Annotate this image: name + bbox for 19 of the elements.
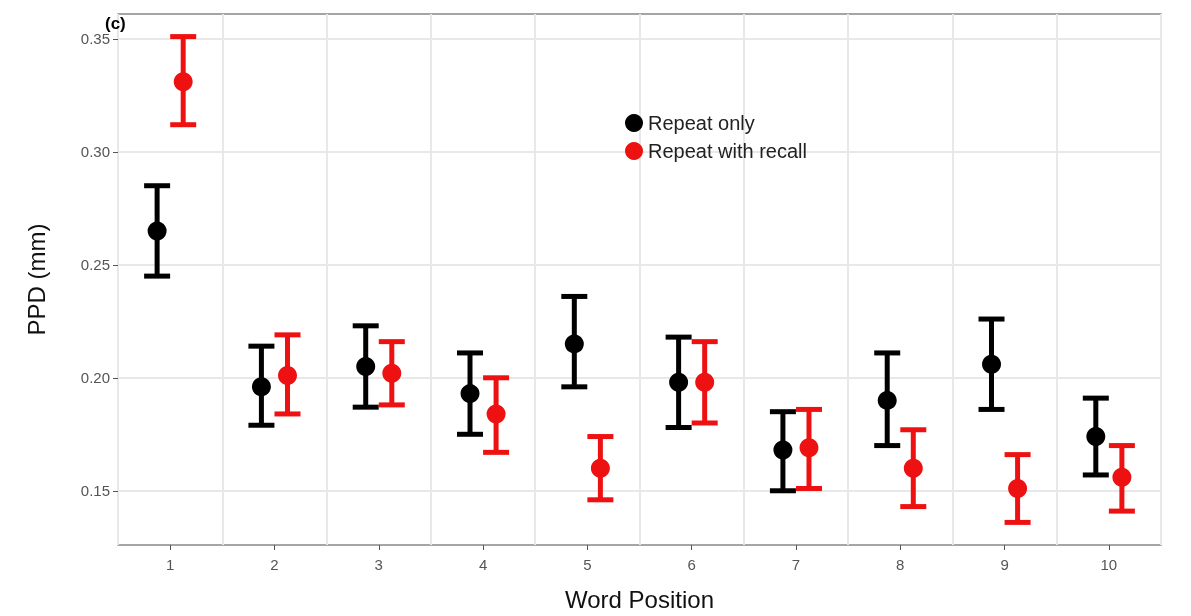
x-tick-label: 4 [478, 556, 488, 573]
legend-label: Repeat only [648, 112, 755, 134]
y-tick-label: 0.25 [80, 256, 110, 274]
x-tick-label: 3 [374, 556, 383, 573]
x-tick-label: 7 [791, 556, 801, 573]
x-tick-label: 8 [896, 556, 905, 573]
x-tick-label: 9 [1000, 556, 1009, 573]
annotation: (c) [105, 14, 126, 33]
x-tick-label: 2 [270, 556, 279, 573]
x-axis-title: Word Position [565, 585, 714, 613]
legend-label: Repeat with recall [648, 140, 807, 162]
y-axis-title: PPD (mm) [22, 223, 50, 336]
x-tick-label: 10 [1100, 556, 1118, 573]
y-tick-label: 0.20 [80, 369, 110, 387]
y-tick-label: 0.30 [80, 143, 110, 161]
x-tick-label: 6 [687, 556, 696, 573]
y-tick-label: 0.15 [80, 482, 110, 500]
x-tick-label: 1 [165, 556, 175, 573]
x-tick-label: 5 [583, 556, 592, 573]
